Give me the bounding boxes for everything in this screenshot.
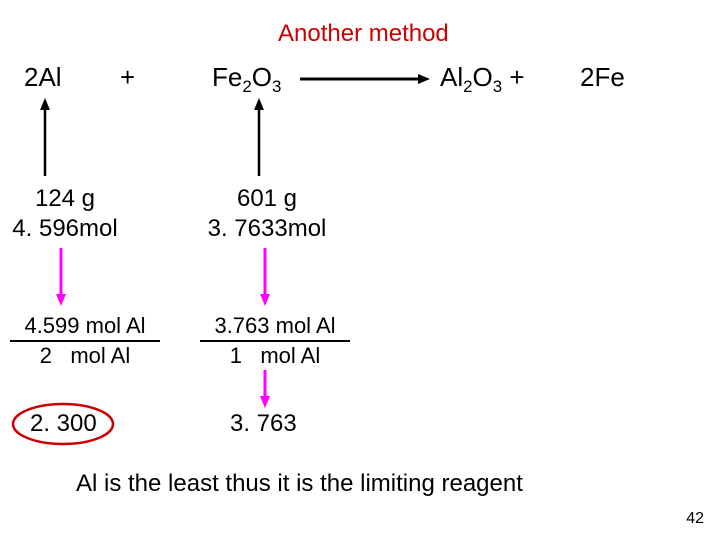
reaction-arrow-icon (300, 72, 430, 86)
given-al-mass: 124 g (0, 184, 130, 214)
up-arrow-al-icon (38, 98, 52, 176)
eq-Fe2O3-sub2: 3 (272, 77, 281, 96)
slide-title: Another method (278, 20, 449, 48)
given-al: 124 g 4. 596mol (0, 184, 130, 244)
eq-Fe2O3-sub1: 2 (242, 77, 251, 96)
down-arrow-fe2o3-icon (258, 248, 272, 306)
eq-Al2O3-sub2: 3 (493, 77, 502, 96)
ratio-al-den: 2 mol Al (10, 340, 160, 370)
eq-plus-2: + (502, 62, 524, 92)
ratio-al-num: 4.599 mol Al (10, 312, 160, 340)
eq-Al2O3-O: O (473, 62, 493, 92)
given-al-mol: 4. 596mol (0, 214, 130, 244)
eq-Al2O3: Al2O3 + (440, 62, 525, 97)
ellipse-highlight-icon (8, 400, 118, 448)
ratio-fe2o3-den: 1 mol Al (200, 340, 350, 370)
ratio-fe2o3-num: 3.763 mol Al (200, 312, 350, 340)
page-number: 42 (686, 510, 704, 528)
conclusion-text: Al is the least thus it is the limiting … (76, 470, 523, 498)
ratio-fe2o3: 3.763 mol Al 1 mol Al (200, 312, 350, 369)
given-fe2o3-mass: 601 g (192, 184, 342, 214)
ratio-al: 4.599 mol Al 2 mol Al (10, 312, 160, 369)
eq-Al2O3-sub1: 2 (463, 77, 472, 96)
eq-2Fe: 2Fe (580, 62, 625, 93)
eq-2Al: 2Al (24, 62, 62, 93)
eq-Fe2O3: Fe2O3 (212, 62, 281, 97)
eq-Al2O3-Al: Al (440, 62, 463, 92)
eq-Fe2O3-O: O (252, 62, 272, 92)
given-fe2o3-mol: 3. 7633mol (192, 214, 342, 244)
down-arrow-result-fe2o3-icon (258, 370, 272, 408)
result-fe2o3: 3. 763 (230, 410, 297, 438)
eq-plus-1: + (120, 62, 135, 93)
down-arrow-al-icon (54, 248, 68, 306)
eq-Fe2O3-Fe: Fe (212, 62, 242, 92)
given-fe2o3: 601 g 3. 7633mol (192, 184, 342, 244)
up-arrow-fe2o3-icon (252, 98, 266, 176)
